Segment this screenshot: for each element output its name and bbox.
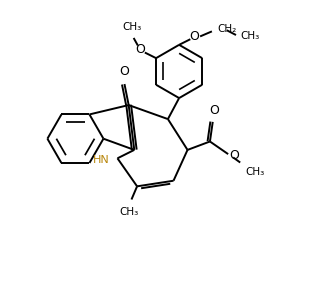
Text: CH₃: CH₃: [119, 207, 138, 216]
Text: CH₃: CH₃: [245, 167, 264, 177]
Text: CH₃: CH₃: [241, 31, 260, 41]
Text: HN: HN: [93, 155, 110, 165]
Text: CH₃: CH₃: [122, 22, 142, 32]
Text: O: O: [120, 65, 130, 78]
Text: CH₂: CH₂: [218, 24, 237, 35]
Text: O: O: [230, 149, 240, 162]
Text: O: O: [209, 104, 219, 117]
Text: O: O: [136, 43, 145, 56]
Text: O: O: [189, 30, 199, 43]
